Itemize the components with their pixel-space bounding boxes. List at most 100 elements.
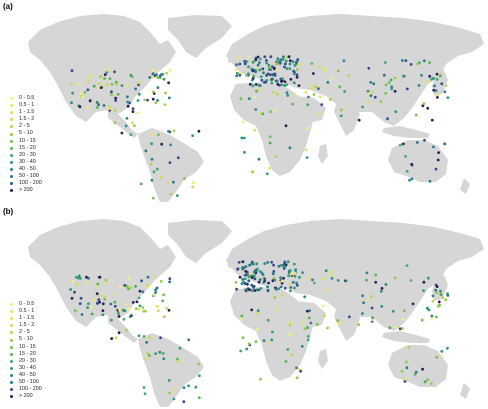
legend-item: 100 - 200 [10,180,42,187]
station-dot [134,307,138,310]
station-dot [86,106,90,109]
station-dot [330,277,334,280]
station-dot [236,56,240,60]
legend-item: 15 - 20 [10,145,42,152]
station-dot [284,360,288,363]
station-dot [238,62,242,66]
station-dot [269,110,272,114]
station-dot [274,308,278,312]
land-madagascar [318,349,328,369]
station-dot [164,91,167,95]
legend-item: 2 - 5 [10,123,42,130]
station-dot [446,96,450,99]
station-dot [243,273,247,277]
station-dot [287,274,290,278]
legend-label: 20 - 30 [19,151,36,158]
legend-label: 10 - 15 [19,137,36,144]
station-dot [247,55,250,58]
station-dot [252,262,255,266]
station-dot [167,379,171,382]
station-dot [410,162,414,166]
station-dot [176,360,180,363]
station-dot [165,71,169,75]
station-dot [282,276,285,280]
station-dot [307,95,310,99]
station-dot [157,133,160,137]
station-dot [430,118,434,122]
station-dot [379,289,383,293]
station-dot [388,326,392,330]
station-dot [110,318,113,322]
station-dot [244,269,248,273]
station-dot [295,281,298,285]
station-dot [287,55,291,59]
station-dot [309,83,313,87]
station-dot [329,98,332,101]
station-dot [266,285,269,289]
station-dot [272,73,275,76]
station-dot [308,309,311,313]
station-dot [263,80,266,84]
station-dot [158,350,162,354]
station-dot [154,291,157,294]
station-dot [295,366,298,370]
station-dot [436,96,439,99]
station-dot [314,85,317,89]
station-dot [250,276,254,279]
station-dot [248,288,251,292]
station-dot [126,100,129,104]
station-dot [151,196,155,200]
station-dot [247,72,250,76]
legend-swatch [10,104,13,108]
station-dot [176,156,180,160]
legend-swatch [10,139,13,143]
station-dot [129,73,133,77]
station-dot [286,260,290,264]
legend-swatch [10,125,13,129]
station-dot [326,81,330,84]
station-dot [183,177,186,180]
land-central-america [108,315,138,343]
station-dot [405,87,409,91]
station-dot [432,88,436,92]
legend-swatch [10,317,13,321]
station-dot [144,149,148,153]
legend-label: 100 - 200 [19,180,42,187]
station-dot [240,314,244,318]
station-dot [371,90,375,94]
station-dot [125,117,129,120]
station-dot [254,340,258,343]
legend-swatch [10,345,13,349]
station-dot [284,124,288,128]
station-dot [169,192,173,196]
station-dot [173,387,177,391]
station-dot [262,71,265,75]
station-dot [273,296,277,299]
station-dot [245,347,249,351]
station-dot [347,74,351,77]
station-dot [380,305,384,308]
station-dot [90,312,94,316]
land-new-zealand [460,178,470,194]
station-dot [241,267,244,271]
station-dot [288,67,292,70]
station-dot [390,87,394,91]
station-dot [240,136,244,140]
station-dot [394,110,398,114]
station-dot [250,308,254,312]
station-dot [197,396,201,399]
station-dot [289,269,292,272]
station-dot [422,280,426,284]
legend-swatch [10,303,13,307]
station-dot [71,91,74,95]
station-dot [166,180,170,184]
station-dot [303,295,307,299]
station-dot [291,280,295,284]
station-dot [402,74,405,78]
station-dot [324,269,328,273]
station-dot [276,82,280,86]
station-dot [357,118,361,122]
station-dot [410,177,414,181]
station-dot [371,316,374,320]
station-dot [247,65,250,69]
